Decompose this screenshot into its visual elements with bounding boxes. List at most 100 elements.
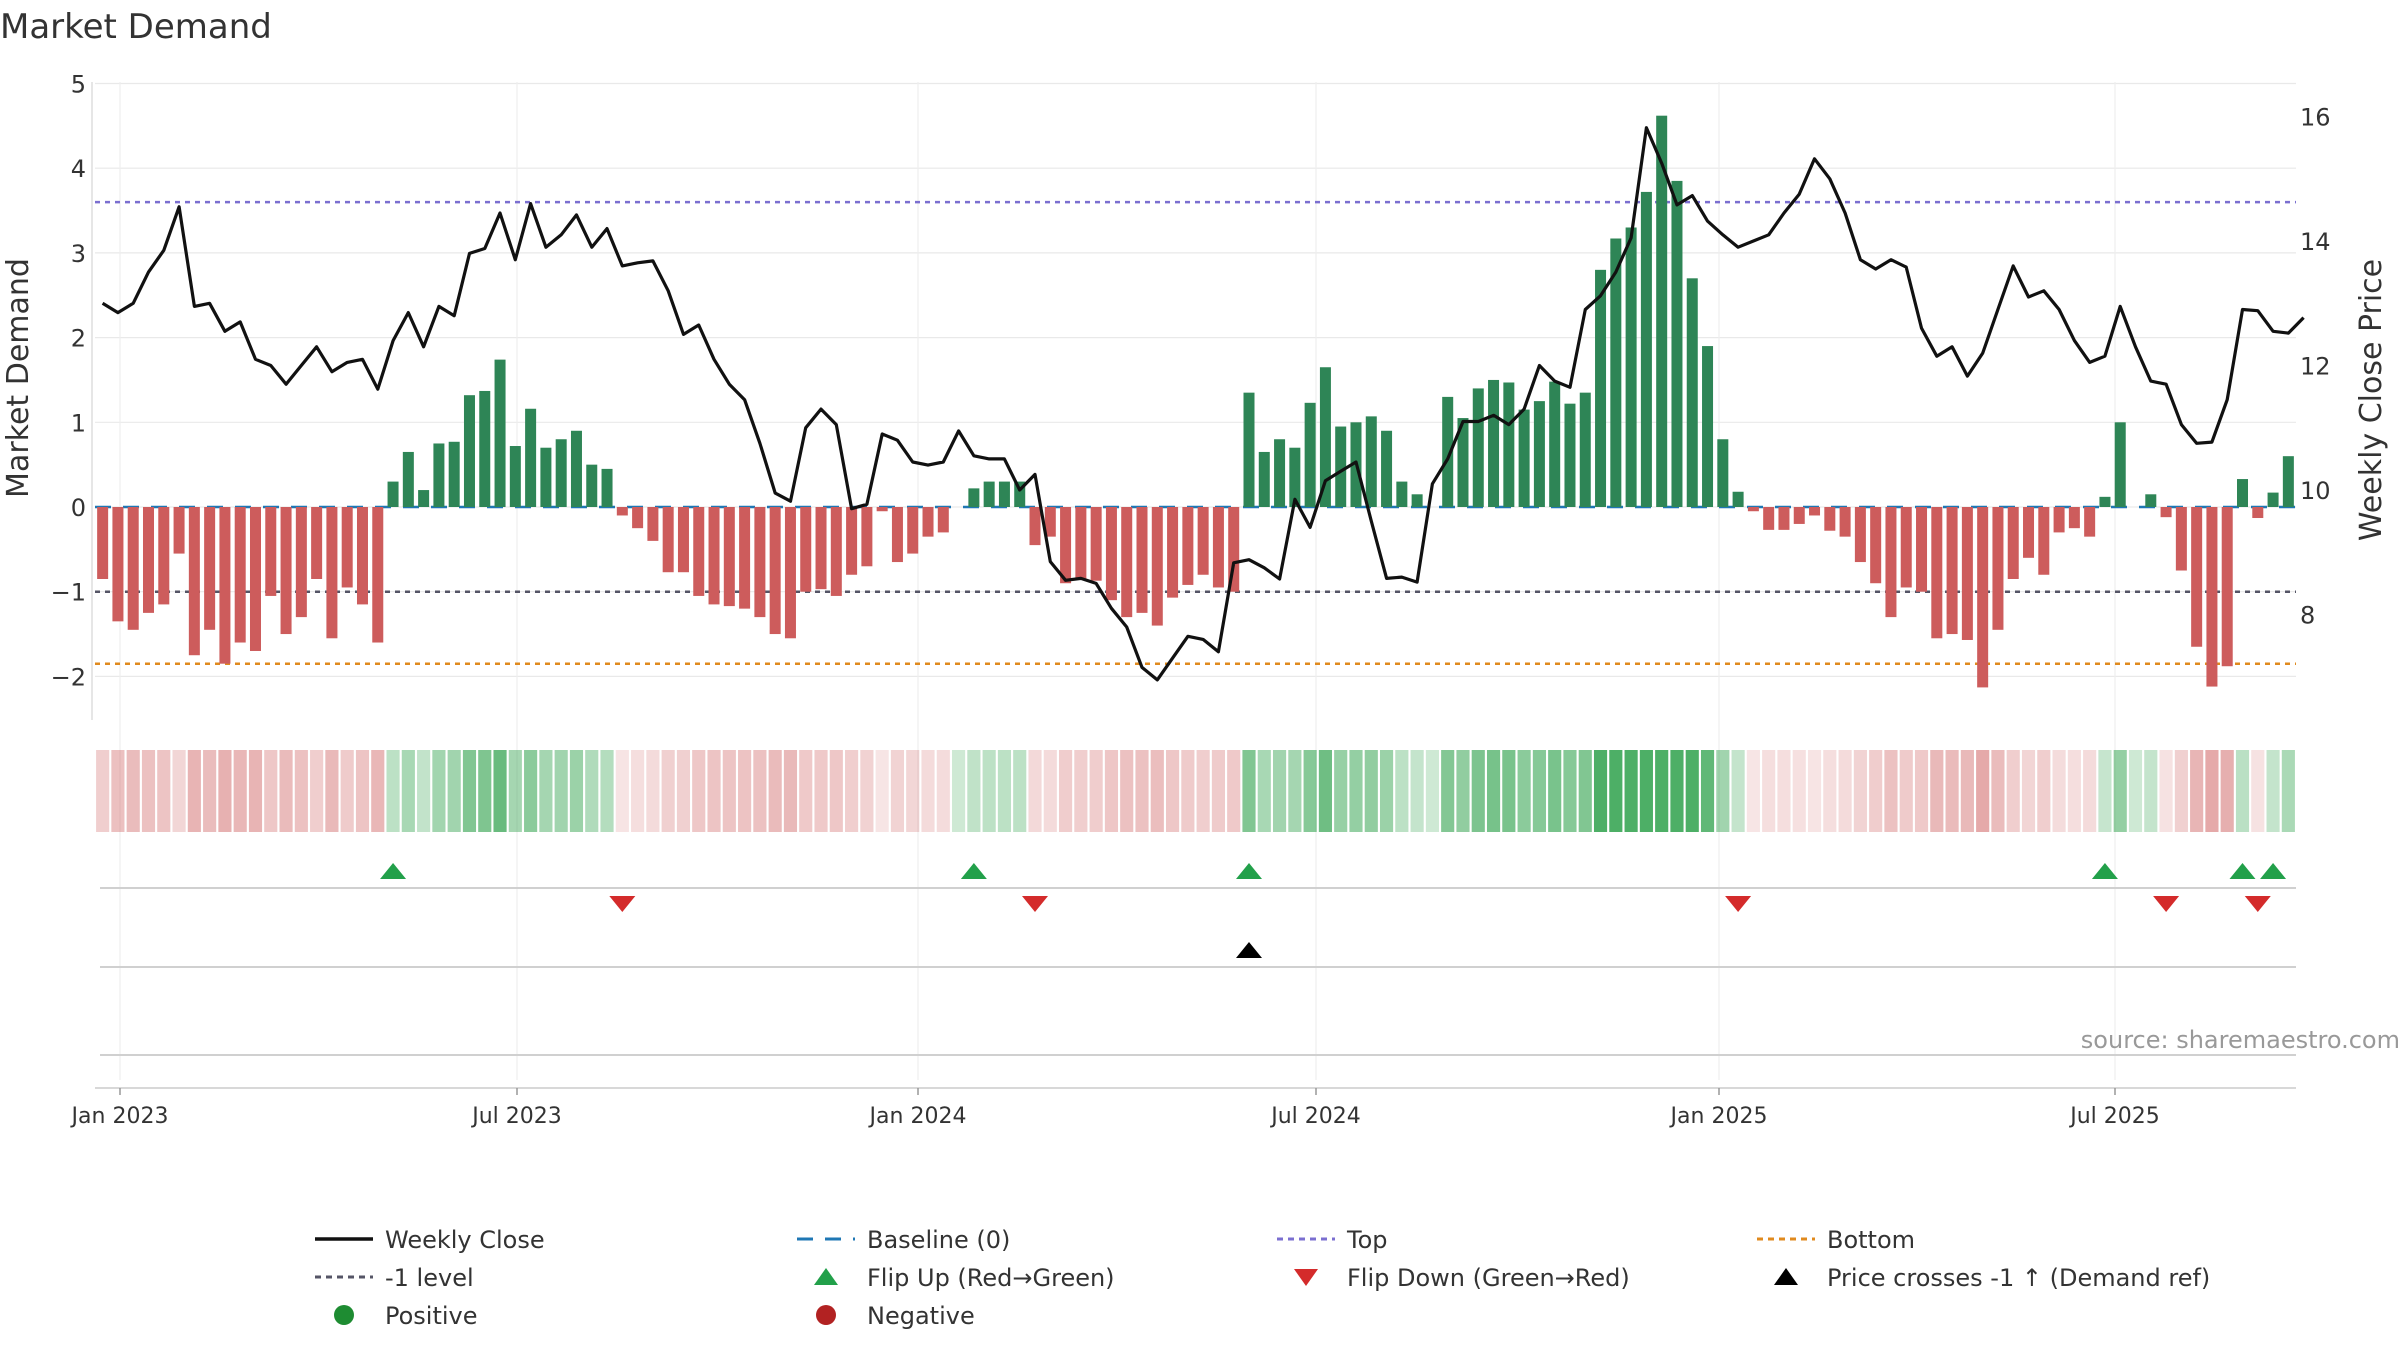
- demand-bar: [922, 507, 934, 537]
- demand-bar: [1747, 507, 1759, 512]
- demand-bar: [418, 490, 430, 507]
- heat-cell: [2113, 750, 2127, 832]
- demand-bar: [1854, 507, 1866, 563]
- demand-bar: [754, 507, 766, 618]
- legend: Weekly Close Baseline (0) Top Bottom -1 leve…: [315, 1226, 2210, 1330]
- demand-bar: [1686, 278, 1698, 507]
- heat-cell: [203, 750, 217, 832]
- demand-bar: [1900, 507, 1912, 588]
- demand-bar: [1304, 402, 1316, 507]
- flip-up-marker: [2091, 863, 2118, 879]
- legend-label-cross: Price crosses -1 ↑ (Demand ref): [1827, 1264, 2210, 1292]
- demand-bar: [2099, 496, 2111, 507]
- demand-bar: [142, 507, 154, 613]
- price-layer: [101, 126, 2305, 682]
- demand-bar: [2068, 507, 2080, 529]
- legend-label-negative: Negative: [867, 1302, 975, 1330]
- x-tick-label: Jan 2023: [70, 1104, 169, 1129]
- heat-cell: [860, 750, 874, 832]
- heat-cell: [2235, 750, 2250, 832]
- heat-cell: [1991, 750, 2005, 832]
- heat-cell: [172, 750, 186, 832]
- demand-bar: [1625, 227, 1637, 508]
- demand-bar: [1992, 507, 2004, 630]
- demand-bar: [448, 441, 460, 507]
- heat-cell: [1181, 750, 1195, 832]
- demand-bar: [769, 507, 781, 635]
- demand-bar: [1075, 507, 1087, 579]
- heat-cell: [2251, 750, 2265, 832]
- demand-bar: [1335, 426, 1347, 507]
- heat-cell: [585, 750, 599, 832]
- heat-cell: [432, 750, 446, 832]
- demand-bar: [1640, 191, 1652, 507]
- demand-bar: [525, 408, 537, 507]
- demand-bar: [677, 507, 689, 573]
- flip-up-marker: [960, 863, 987, 879]
- heat-cell: [707, 750, 721, 832]
- demand-bar: [968, 488, 980, 507]
- legend-symbol-negative: [816, 1305, 836, 1325]
- demand-bar: [1610, 238, 1622, 507]
- heat-cell: [1685, 750, 1699, 832]
- heat-cell: [768, 750, 782, 832]
- heat-cell: [1272, 750, 1287, 832]
- y2-tick-label: 12: [2300, 353, 2331, 381]
- demand-bar: [998, 481, 1010, 507]
- heat-cell: [1655, 750, 1669, 832]
- demand-bar: [1671, 180, 1683, 507]
- legend-label-top: Top: [1346, 1226, 1388, 1254]
- demand-bar: [387, 481, 399, 507]
- heat-cell: [829, 750, 843, 832]
- demand-bar: [2053, 507, 2065, 533]
- heat-cell: [1211, 750, 1225, 832]
- demand-bar: [2084, 507, 2096, 537]
- x-tick-label: Jul 2024: [1269, 1104, 1361, 1129]
- demand-bar: [1396, 481, 1408, 507]
- demand-bar: [616, 507, 628, 516]
- heat-cell: [921, 750, 935, 832]
- heat-cell: [554, 750, 568, 832]
- heat-cell: [1456, 750, 1470, 832]
- legend-symbol-flip_up: [814, 1268, 838, 1285]
- legend-dot: [334, 1305, 354, 1325]
- heat-cell: [890, 750, 905, 832]
- legend-label-close: Weekly Close: [385, 1226, 545, 1254]
- heat-cell: [1930, 750, 1944, 832]
- heat-cell: [1257, 750, 1271, 832]
- reference-levels: [95, 200, 2296, 665]
- heat-cell: [1716, 750, 1730, 832]
- demand-bar: [2175, 507, 2187, 571]
- demand-bar: [1503, 382, 1515, 507]
- heat-cell: [600, 750, 614, 832]
- demand-bar: [1931, 507, 1943, 639]
- demand-bar: [1228, 507, 1240, 592]
- legend-label-bottom: Bottom: [1827, 1226, 1915, 1254]
- heat-cell: [1502, 750, 1516, 832]
- demand-bar: [1977, 507, 1989, 688]
- heat-cell: [2128, 750, 2143, 832]
- demand-bar: [2114, 422, 2126, 507]
- heat-cell: [1853, 750, 1867, 832]
- heat-cell: [1517, 750, 1531, 832]
- demand-bar: [2206, 507, 2218, 687]
- heat-cell: [310, 750, 324, 832]
- heat-cell: [2159, 750, 2173, 832]
- heat-cell: [355, 750, 370, 832]
- heat-cell: [2083, 750, 2097, 832]
- y-tick-label: 3: [71, 240, 86, 268]
- demand-bar: [1809, 507, 1821, 516]
- demand-bar: [1961, 507, 1973, 640]
- demand-bar: [1212, 507, 1224, 588]
- heat-cell: [1532, 750, 1546, 832]
- demand-bar: [1488, 379, 1500, 507]
- heat-cell: [1838, 750, 1852, 832]
- demand-bar: [127, 507, 139, 630]
- demand-bar: [1442, 396, 1454, 507]
- heat-cell: [1227, 750, 1241, 832]
- heat-cell: [1364, 750, 1378, 832]
- demand-bar: [1136, 507, 1148, 613]
- heat-cell: [2190, 750, 2204, 832]
- demand-bar: [2237, 479, 2249, 507]
- heat-cell: [936, 750, 950, 832]
